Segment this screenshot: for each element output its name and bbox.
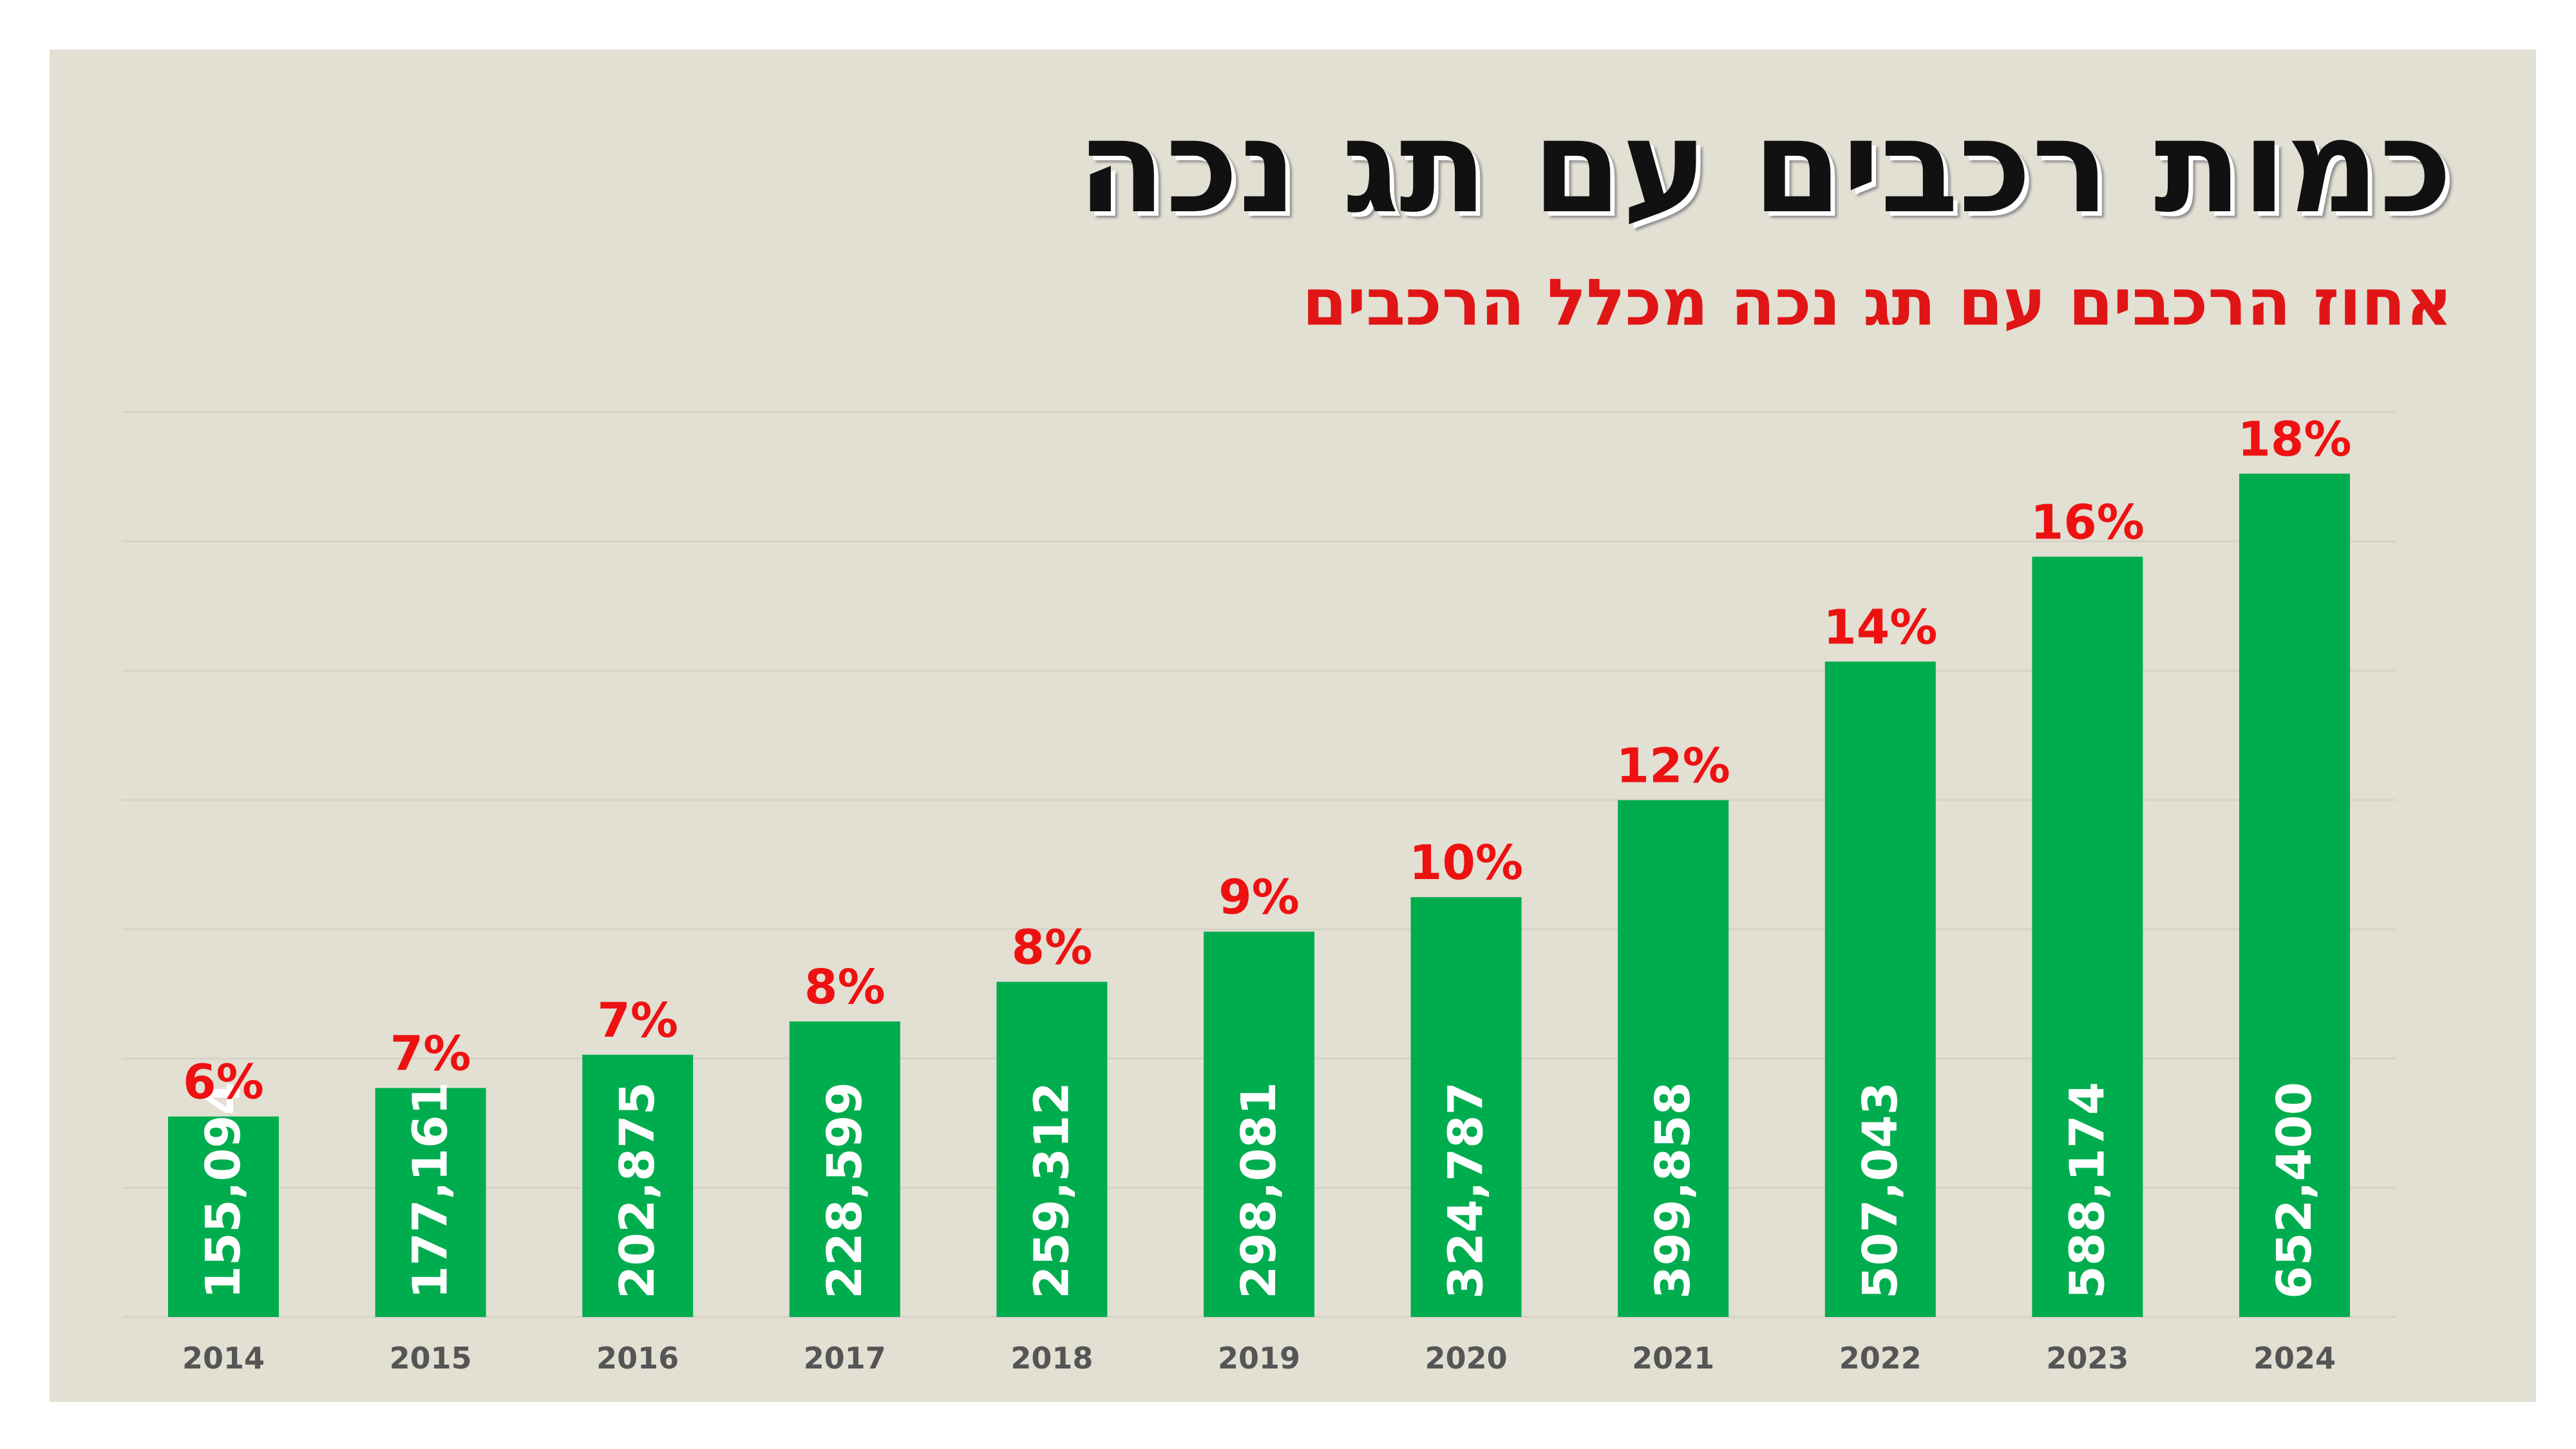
- value-label-2014: 155,094: [196, 1082, 251, 1299]
- bar-2024: [2239, 473, 2350, 1317]
- x-tick-2022: 2022: [1839, 1341, 1922, 1376]
- chart-title: כמות רכבים עם תג נכה: [1077, 92, 2452, 242]
- percent-label-2024: 18%: [2237, 412, 2351, 468]
- bar-2021: [1618, 800, 1729, 1317]
- value-label-2017: 228,599: [817, 1082, 873, 1299]
- x-tick-2024: 2024: [2253, 1341, 2336, 1376]
- percent-label-2019: 9%: [1218, 870, 1300, 925]
- percent-label-2021: 12%: [1616, 738, 1730, 793]
- value-label-2024: 652,400: [2267, 1082, 2322, 1299]
- bar-2014: [168, 1116, 279, 1317]
- percent-label-2022: 14%: [1823, 600, 1937, 655]
- value-label-2023: 588,174: [2060, 1082, 2115, 1299]
- value-label-2016: 202,875: [610, 1082, 665, 1299]
- x-tick-2016: 2016: [596, 1341, 679, 1376]
- x-tick-2021: 2021: [1632, 1341, 1714, 1376]
- x-tick-2014: 2014: [182, 1341, 265, 1376]
- x-tick-2017: 2017: [804, 1341, 886, 1376]
- value-label-2019: 298,081: [1231, 1082, 1287, 1299]
- bar-2022: [1824, 661, 1936, 1317]
- x-tick-2020: 2020: [1425, 1341, 1508, 1376]
- bar-2015: [375, 1088, 486, 1317]
- percent-label-2018: 8%: [1012, 920, 1093, 976]
- value-label-2018: 259,312: [1024, 1082, 1079, 1299]
- value-label-2020: 324,787: [1439, 1082, 1494, 1299]
- percent-label-2020: 10%: [1409, 835, 1523, 891]
- value-label-2022: 507,043: [1853, 1082, 1908, 1299]
- bars: [168, 473, 2350, 1318]
- bar-2016: [582, 1054, 694, 1317]
- value-label-2021: 399,858: [1645, 1082, 1701, 1299]
- bar-2023: [2032, 556, 2143, 1318]
- labels: 155,0946%2014177,1617%2015202,8757%20162…: [182, 412, 2352, 1376]
- bar-2018: [996, 981, 1108, 1317]
- x-tick-2019: 2019: [1218, 1341, 1300, 1376]
- percent-label-2016: 7%: [597, 993, 678, 1048]
- percent-label-2023: 16%: [2031, 495, 2145, 550]
- x-tick-2023: 2023: [2046, 1341, 2128, 1376]
- percent-label-2017: 8%: [804, 960, 886, 1015]
- percent-label-2015: 7%: [390, 1026, 471, 1081]
- bar-2019: [1204, 931, 1314, 1317]
- x-tick-2018: 2018: [1010, 1341, 1093, 1376]
- percent-label-2014: 6%: [183, 1055, 264, 1110]
- x-tick-2015: 2015: [390, 1341, 472, 1376]
- chart-subtitle: אחוז הרכבים עם תג נכה מכלל הרכבים: [1302, 265, 2452, 340]
- gridlines: [122, 411, 2396, 1318]
- bar-2020: [1410, 897, 1522, 1317]
- value-label-2015: 177,161: [403, 1082, 459, 1299]
- bar-2017: [789, 1021, 900, 1317]
